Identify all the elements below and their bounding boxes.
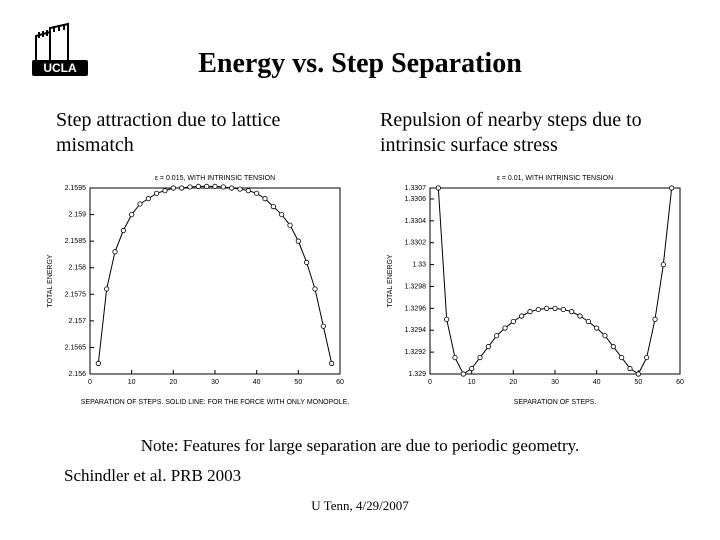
svg-text:40: 40 — [253, 379, 261, 386]
svg-text:50: 50 — [634, 379, 642, 386]
chart-step-attraction: ε = 0.015, WITH INTRINSIC TENSION 0 10 20 30… — [40, 170, 350, 415]
svg-text:2.157: 2.157 — [68, 318, 86, 325]
svg-text:2.158: 2.158 — [68, 265, 86, 272]
svg-text:10: 10 — [128, 379, 136, 386]
svg-text:60: 60 — [676, 379, 684, 386]
svg-text:2.1595: 2.1595 — [65, 185, 87, 192]
svg-text:ε = 0.01, WITH INTRINSIC TENSI: ε = 0.01, WITH INTRINSIC TENSION — [497, 175, 613, 182]
subtitle-left: Step attraction due to lattice mismatch — [56, 108, 336, 158]
svg-text:30: 30 — [211, 379, 219, 386]
svg-text:2.1575: 2.1575 — [65, 291, 87, 298]
svg-text:0: 0 — [88, 379, 92, 386]
svg-text:1.3304: 1.3304 — [405, 218, 427, 225]
svg-text:10: 10 — [468, 379, 476, 386]
note-text: Note: Features for large separation are … — [0, 436, 720, 456]
svg-text:1.3294: 1.3294 — [405, 327, 427, 334]
svg-text:2.159: 2.159 — [68, 212, 86, 219]
page-title: Energy vs. Step Separation — [0, 48, 720, 80]
svg-text:ε = 0.015, WITH INTRINSIC TENS: ε = 0.015, WITH INTRINSIC TENSION — [155, 175, 275, 182]
svg-text:1.3302: 1.3302 — [405, 240, 427, 247]
svg-text:1.3307: 1.3307 — [405, 185, 427, 192]
svg-text:2.156: 2.156 — [68, 371, 86, 378]
svg-text:1.3298: 1.3298 — [405, 283, 427, 290]
svg-text:20: 20 — [169, 379, 177, 386]
svg-text:50: 50 — [294, 379, 302, 386]
svg-text:1.33: 1.33 — [412, 262, 426, 269]
svg-text:40: 40 — [593, 379, 601, 386]
svg-text:SEPARATION OF STEPS.: SEPARATION OF STEPS. — [514, 399, 597, 406]
subtitle-right: Repulsion of nearby steps due to intrins… — [380, 108, 690, 158]
svg-text:1.329: 1.329 — [408, 371, 426, 378]
svg-text:SEPARATION OF STEPS. SOLID LIN: SEPARATION OF STEPS. SOLID LINE: FOR THE… — [81, 399, 350, 406]
svg-text:0: 0 — [428, 379, 432, 386]
svg-text:2.1565: 2.1565 — [65, 344, 87, 351]
svg-text:TOTAL ENERGY: TOTAL ENERGY — [387, 254, 394, 307]
chart-step-repulsion: ε = 0.01, WITH INTRINSIC TENSION 0 10 20 30 4… — [380, 170, 690, 415]
footer-text: U Tenn, 4/29/2007 — [0, 498, 720, 514]
svg-text:2.1585: 2.1585 — [65, 238, 87, 245]
svg-text:60: 60 — [336, 379, 344, 386]
svg-text:30: 30 — [551, 379, 559, 386]
svg-text:20: 20 — [509, 379, 517, 386]
svg-text:1.3296: 1.3296 — [405, 305, 427, 312]
citation-text: Schindler et al. PRB 2003 — [64, 466, 241, 486]
svg-text:TOTAL ENERGY: TOTAL ENERGY — [47, 254, 54, 307]
svg-text:1.3292: 1.3292 — [405, 349, 427, 356]
svg-text:1.3306: 1.3306 — [405, 196, 427, 203]
